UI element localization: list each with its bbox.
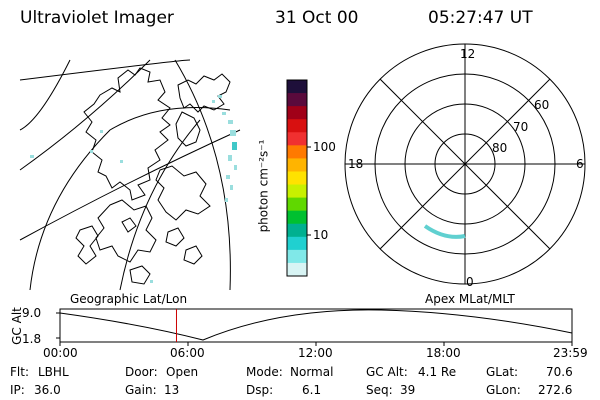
- coastline: [183, 245, 203, 265]
- alt-ytick-label-9: 9.0: [22, 306, 42, 320]
- polar-plot: [344, 43, 586, 285]
- info-door-value: Open: [166, 365, 199, 379]
- colorbar-swatch: [287, 93, 307, 107]
- colorbar-swatch: [287, 132, 307, 146]
- mlt-label-0: 0: [466, 275, 474, 289]
- alt-ytick-label-1.8: 1.8: [22, 332, 42, 346]
- colorbar-swatch: [287, 80, 307, 94]
- colorbar-swatch: [287, 249, 307, 264]
- colorbar-swatch: [287, 184, 307, 199]
- info-glat-value: 70.6: [546, 365, 573, 379]
- info-mode-key: Mode:: [246, 365, 283, 379]
- info-flt-key: Flt:: [10, 365, 29, 379]
- mlt-label-18: 18: [348, 157, 364, 171]
- info-seq-key: Seq:: [366, 383, 393, 397]
- projection-label-apex: Apex MLat/MLT: [425, 292, 515, 306]
- colorbar-label-10: 10: [313, 228, 329, 242]
- lat-label-70: 70: [513, 120, 529, 134]
- colorbar-unit-label: photon cm⁻²s⁻¹: [256, 139, 271, 233]
- mlt-label-6: 6: [576, 157, 584, 171]
- map-grid-arc: [19, 59, 191, 81]
- info-gcalt-value: 4.1 Re: [418, 365, 457, 379]
- info-seq-value: 39: [400, 383, 416, 397]
- alt-xtick-label-0: 00:00: [43, 346, 78, 360]
- coastline: [155, 165, 211, 221]
- colorbar-swatch: [287, 106, 307, 120]
- mlt-line-diag-2: [379, 78, 551, 250]
- time-label: 05:27:47 UT: [428, 8, 533, 28]
- coastline: [95, 199, 157, 263]
- colorbar-swatch: [287, 197, 307, 212]
- colorbar-swatch: [287, 262, 307, 277]
- info-ip-value: 36.0: [34, 383, 61, 397]
- info-flt-value: LBHL: [38, 365, 69, 379]
- coastline: [83, 67, 171, 201]
- info-dsp-value: 6.1: [302, 383, 322, 397]
- info-gcalt-key: GC Alt:: [366, 365, 408, 379]
- map-grid-arc: [174, 59, 231, 291]
- info-gain-key: Gain:: [125, 383, 157, 397]
- info-dsp-key: Dsp:: [246, 383, 274, 397]
- map-grid-arc: [119, 119, 201, 291]
- alt-xtick-label-4: 23:59: [553, 346, 588, 360]
- colorbar-swatch: [287, 223, 307, 238]
- alt-xticks: [59, 342, 573, 346]
- mlt-label-12: 12: [460, 47, 476, 61]
- colorbar-swatch: [287, 236, 307, 251]
- coastline: [165, 227, 185, 247]
- colorbar: [286, 79, 308, 277]
- colorbar-label-100: 100: [313, 140, 336, 154]
- map-grid-arc: [19, 129, 241, 241]
- info-ip-key: IP:: [10, 383, 25, 397]
- date-label: 31 Oct 00: [275, 8, 359, 28]
- colorbar-swatch: [287, 145, 307, 159]
- coastline: [175, 111, 201, 147]
- map-grid-arc: [19, 59, 71, 131]
- coastline: [75, 225, 99, 265]
- colorbar-frame: [286, 79, 308, 277]
- coastline: [121, 217, 137, 233]
- lat-label-60: 60: [534, 98, 550, 112]
- colorbar-swatch: [287, 171, 307, 186]
- instrument-title: Ultraviolet Imager: [20, 8, 174, 28]
- colorbar-swatch: [287, 210, 307, 225]
- info-glon-value: 272.6: [538, 383, 573, 397]
- polar-auroral-emission: [423, 224, 466, 239]
- alt-xtick-label-1: 06:00: [170, 346, 205, 360]
- projection-label-geographic: Geographic Lat/Lon: [70, 292, 188, 306]
- coastline: [129, 265, 151, 285]
- info-door-key: Door:: [125, 365, 158, 379]
- map-grid-arc: [19, 59, 151, 171]
- altitude-curve: [59, 309, 573, 341]
- auroral-emission: [30, 95, 237, 283]
- alt-xtick-label-3: 18:00: [426, 346, 461, 360]
- info-mode-value: Normal: [290, 365, 334, 379]
- map-grid-arc: [29, 107, 231, 291]
- info-gain-value: 13: [164, 383, 180, 397]
- colorbar-swatch: [287, 158, 307, 172]
- lat-label-80: 80: [492, 141, 508, 155]
- info-glon-key: GLon:: [486, 383, 521, 397]
- colorbar-swatch: [287, 119, 307, 133]
- alt-xtick-label-2: 12:00: [298, 346, 333, 360]
- info-glat-key: GLat:: [486, 365, 519, 379]
